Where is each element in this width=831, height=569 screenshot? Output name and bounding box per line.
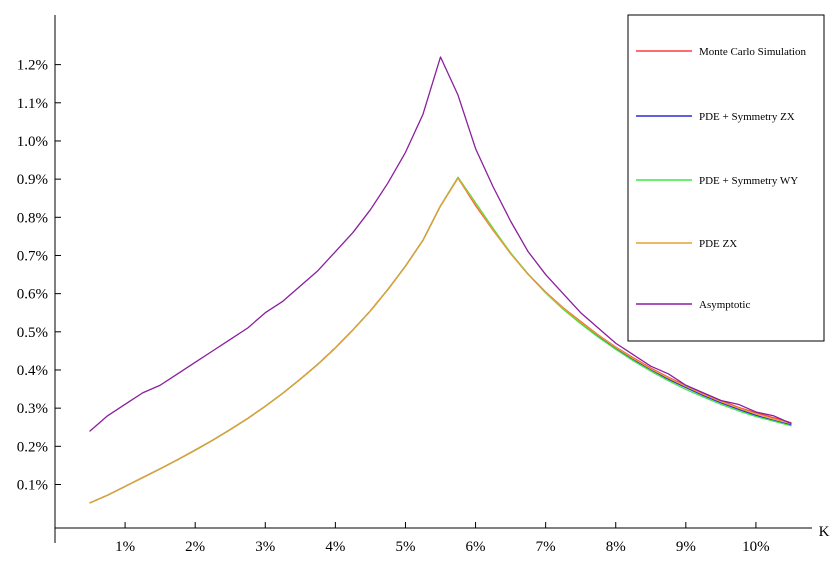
y-tick-label: 0.6% [17, 287, 48, 303]
y-tick-label: 0.3% [17, 401, 48, 417]
legend: Monte Carlo Simulation PDE + Symmetry ZX P… [627, 14, 825, 342]
x-tick-label: 7% [536, 539, 556, 555]
y-tick-label: 0.7% [17, 248, 48, 264]
y-tick-label: 1.0% [17, 134, 48, 150]
x-tick-label: 1% [115, 539, 135, 555]
x-tick-label: 2% [185, 539, 205, 555]
y-tick-label: 0.8% [17, 210, 48, 226]
x-tick-label: 5% [395, 539, 415, 555]
series-line-5 [89, 56, 792, 432]
y-tick-label: 0.9% [17, 172, 48, 188]
x-tick-label: 9% [676, 539, 696, 555]
y-tick-label: 0.5% [17, 325, 48, 341]
x-axis-label: K [819, 524, 830, 540]
y-tick-label: 0.1% [17, 477, 48, 493]
legend-box [627, 14, 825, 342]
x-tick-label: 10% [742, 539, 770, 555]
y-ticks: 0.1% 0.2% 0.3% 0.4% 0.5% 0.6% 0.7% 0.8% 0.9% 1.0%… [17, 58, 61, 493]
series-line-4 [89, 177, 792, 504]
y-tick-label: 1.2% [17, 58, 48, 74]
legend-label-5: Asymptotic [699, 299, 750, 311]
series-lines [89, 56, 792, 504]
legend-items: Monte Carlo Simulation PDE + Symmetry ZX P… [636, 46, 806, 311]
x-tick-label: 8% [606, 539, 626, 555]
legend-label-4: PDE ZX [699, 238, 737, 250]
y-tick-label: 1.1% [17, 96, 48, 112]
legend-label-3: PDE + Symmetry WY [699, 175, 798, 187]
y-tick-label: 0.4% [17, 363, 48, 379]
x-tick-label: 3% [255, 539, 275, 555]
legend-label-2: PDE + Symmetry ZX [699, 111, 795, 123]
y-tick-label: 0.2% [17, 439, 48, 455]
x-tick-label: 6% [466, 539, 486, 555]
x-ticks: 1% 2% 3% 4% 5% 6% 7% 8% 9% 10% [115, 522, 770, 555]
legend-label-1: Monte Carlo Simulation [699, 46, 806, 58]
x-tick-label: 4% [325, 539, 345, 555]
